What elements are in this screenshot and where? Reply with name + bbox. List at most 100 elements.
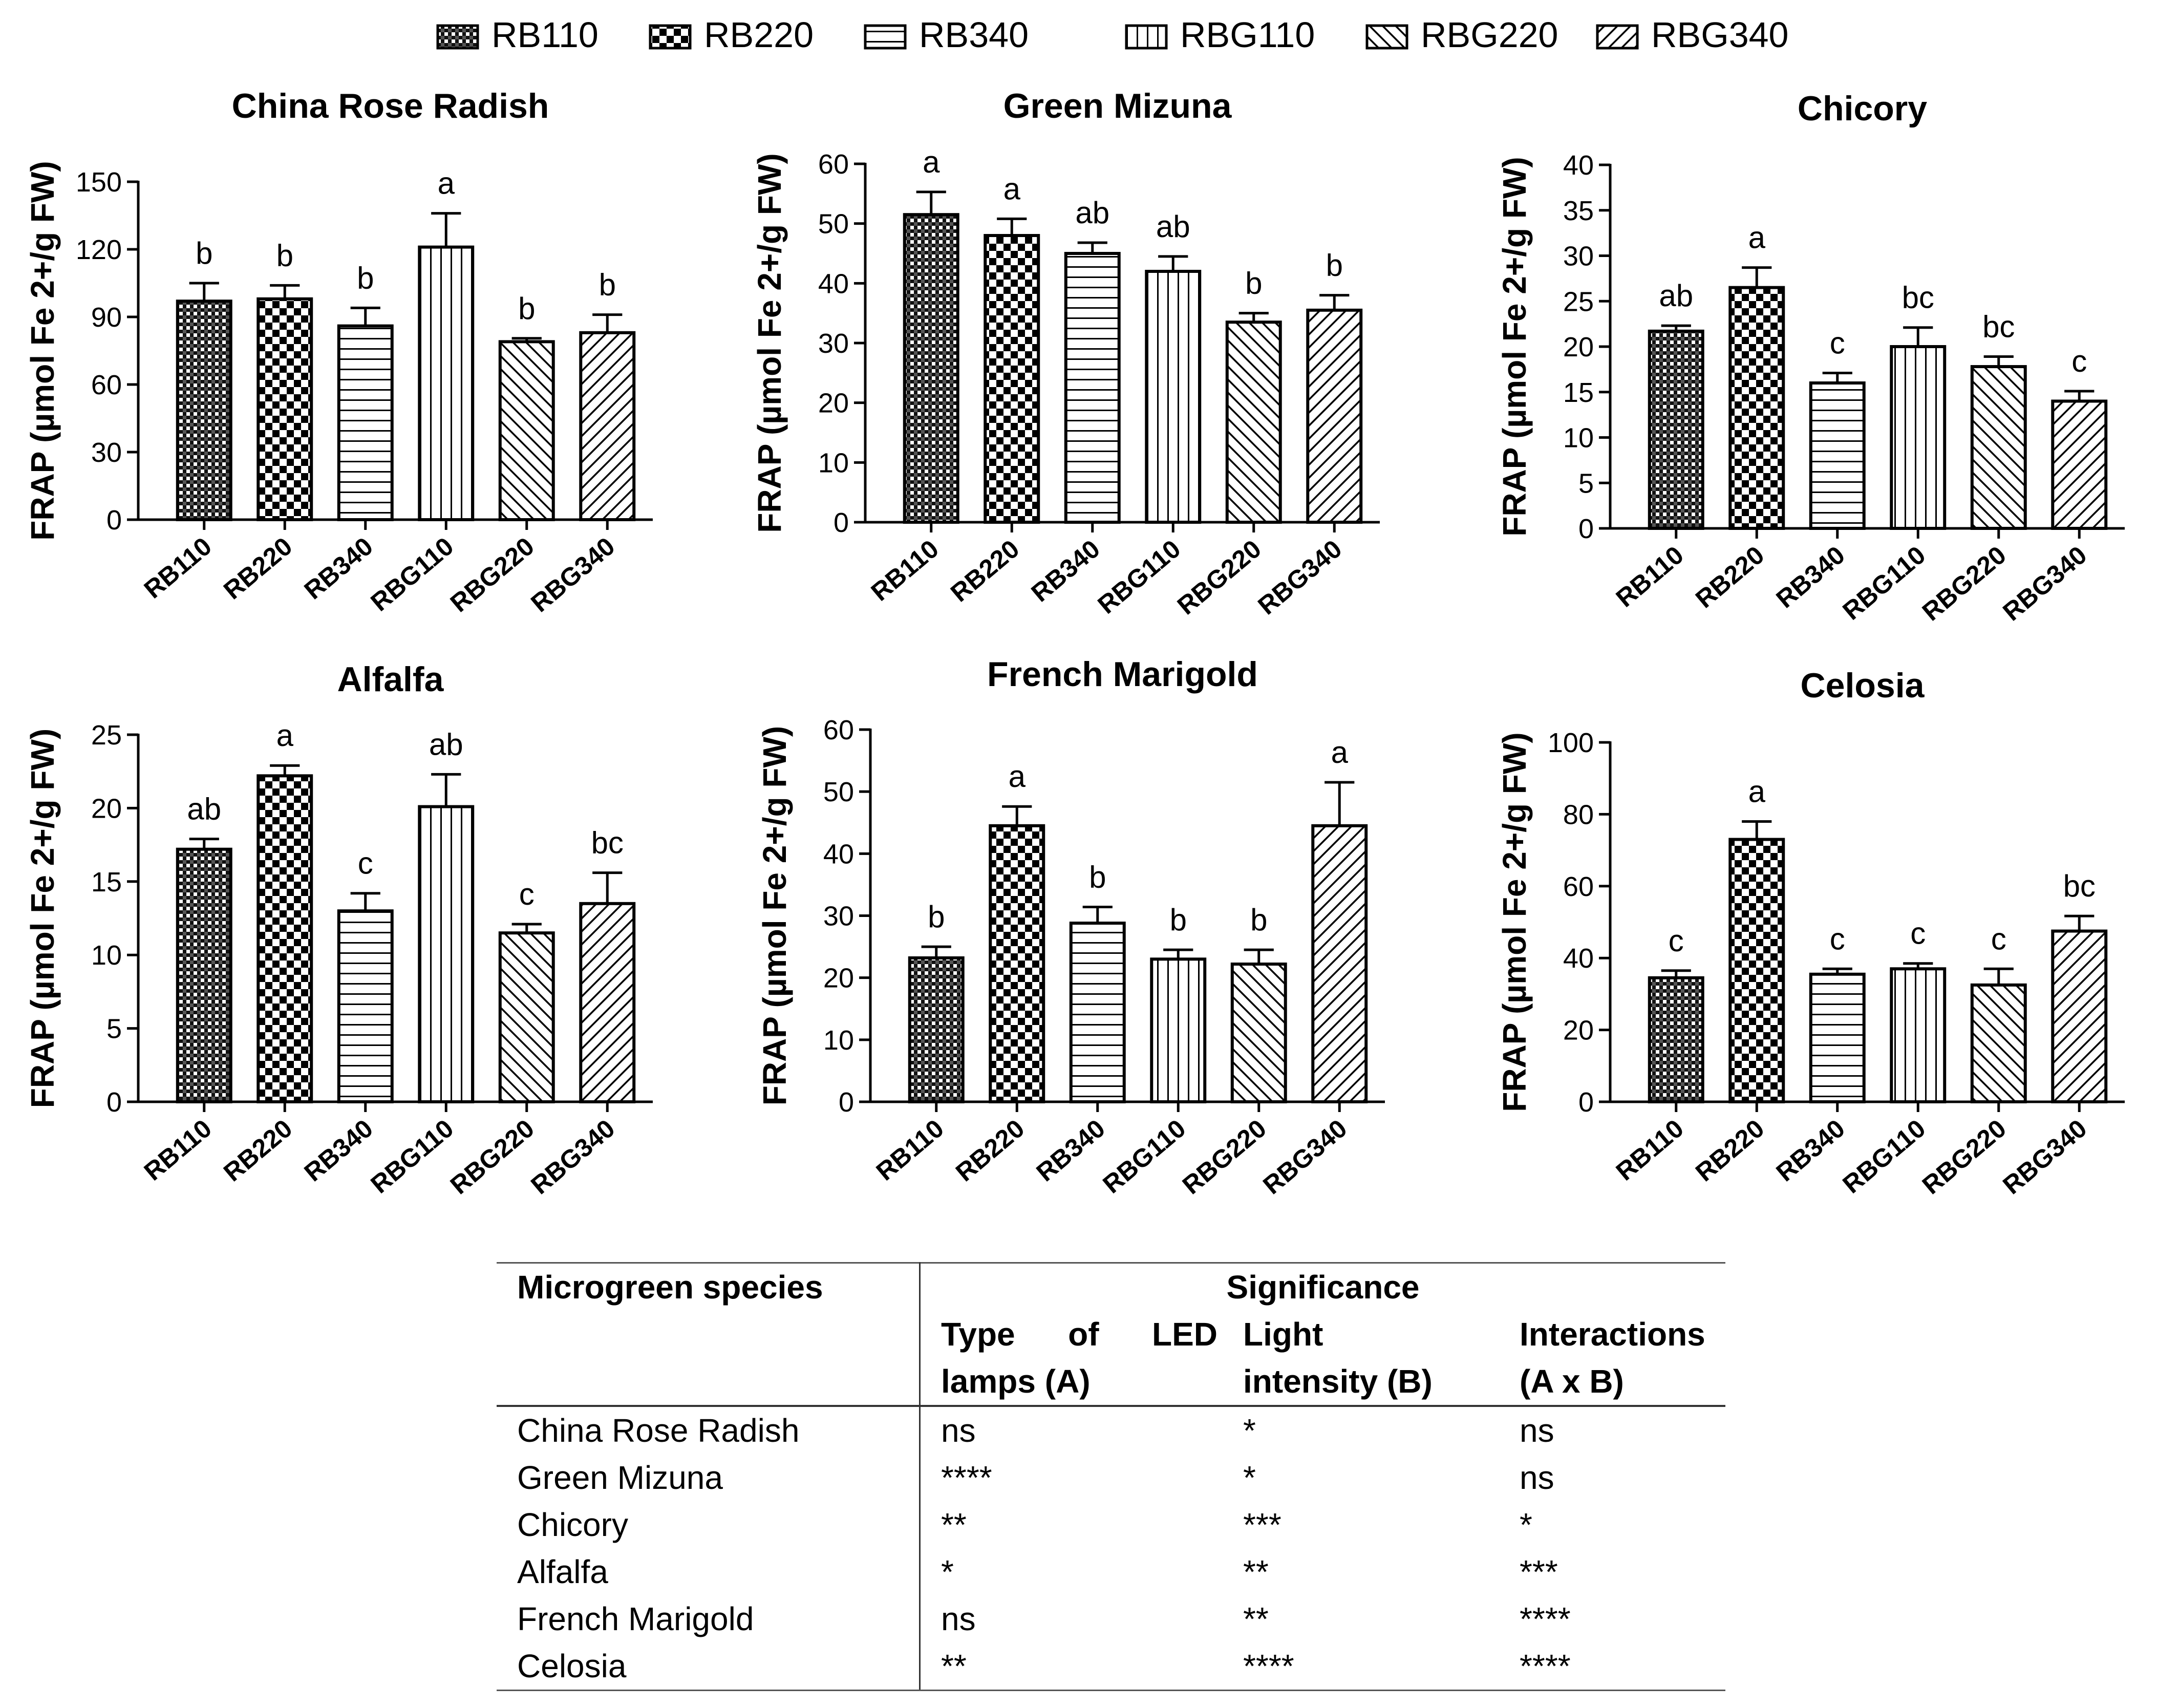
y-tick-label: 30 [818, 328, 849, 359]
row-led-type: ns [941, 1600, 976, 1637]
significance-letter: c [1669, 924, 1684, 958]
y-tick-label: 20 [823, 963, 854, 994]
significance-letter: b [357, 261, 374, 295]
bar [1728, 286, 1785, 530]
significance-letter: ab [1075, 196, 1109, 230]
significance-letter: b [518, 291, 535, 326]
significance-letter: a [1331, 735, 1349, 770]
significance-letter: c [1830, 326, 1845, 360]
bar [337, 324, 394, 521]
x-tick-label: RBG220 [1177, 1114, 1272, 1200]
table-header-row-1: Microgreen species Significance [497, 1262, 1725, 1311]
bar [257, 774, 313, 1103]
chart-panel: Celosia FRAP (µmol Fe 2+/g FW) 0 20 40 60 80 10… [1496, 666, 2125, 1200]
significance-letter: c [1830, 922, 1845, 956]
y-tick-label: 150 [76, 167, 122, 198]
y-tick-label: 20 [1563, 332, 1594, 362]
row-light-intensity: * [1243, 1459, 1256, 1496]
x-tick-label: RBG340 [1997, 1114, 2092, 1200]
y-tick-label: 60 [91, 370, 122, 400]
y-tick-label: 30 [91, 437, 122, 468]
bar [1069, 922, 1126, 1104]
row-interactions: **** [1520, 1642, 1725, 1691]
header-light-intensity-line2: intensity (B) [1223, 1358, 1520, 1407]
bar [176, 847, 232, 1103]
y-tick-label: 60 [823, 715, 854, 745]
significance-letter: ab [1659, 279, 1693, 313]
legend-item: RB340 [864, 15, 1029, 55]
significance-letter: b [1326, 248, 1343, 283]
chart-panel: China Rose Radish FRAP (µmol Fe 2+/g FW) 0… [24, 87, 653, 617]
significance-letter: ab [187, 792, 221, 826]
significance-letter: b [1089, 860, 1106, 894]
x-tick-label: RB220 [950, 1114, 1030, 1187]
chart-title: French Marigold [987, 655, 1258, 694]
header-interactions-line1: Interactions [1520, 1316, 1705, 1353]
x-tick-label: RB220 [218, 1114, 297, 1187]
row-interactions: *** [1520, 1553, 1558, 1590]
y-tick-label: 35 [1563, 196, 1594, 226]
legend-label: RBG110 [1180, 15, 1315, 55]
x-tick-label: RBG340 [525, 532, 620, 618]
table-row: Chicory ** *** * [497, 1501, 1725, 1548]
y-tick-label: 0 [106, 1087, 122, 1118]
bar [1970, 365, 2027, 530]
legend-label: RBG220 [1421, 15, 1558, 55]
y-tick-label: 30 [823, 901, 854, 932]
chart-panel: Alfalfa FRAP (µmol Fe 2+/g FW) 0 5 10 15 20 25 a… [24, 660, 653, 1200]
significance-letter: a [923, 145, 940, 179]
row-species: Alfalfa [497, 1548, 921, 1595]
bar [1306, 308, 1363, 524]
row-led-type: ** [920, 1642, 1223, 1691]
table-row: China Rose Radish ns * ns [497, 1406, 1725, 1454]
y-axis-label: FRAP (µmol Fe 2+/g FW) [24, 729, 61, 1108]
y-tick-label: 5 [106, 1014, 122, 1044]
significance-letter: b [1250, 903, 1267, 937]
header-empty [497, 1358, 921, 1407]
bar [903, 213, 959, 524]
y-tick-label: 40 [1563, 943, 1594, 974]
chart-panels: China Rose Radish FRAP (µmol Fe 2+/g FW) 0… [24, 87, 2125, 1200]
bar [1150, 957, 1207, 1103]
bar [418, 245, 475, 522]
bar [337, 909, 394, 1104]
legend-swatch [1125, 24, 1168, 50]
x-tick-label: RB220 [1690, 541, 1769, 614]
x-tick-label: RBG110 [1097, 1114, 1191, 1199]
y-tick-label: 50 [818, 209, 849, 240]
chart-panel: Green Mizuna FRAP (µmol Fe 2+/g FW) 0 10 20 3… [751, 87, 1380, 620]
row-light-intensity: **** [1223, 1642, 1520, 1691]
x-tick-label: RBG110 [1837, 1114, 1931, 1199]
bar [2051, 929, 2108, 1104]
y-tick-label: 100 [1548, 728, 1594, 758]
legend-label: RB220 [704, 15, 814, 55]
x-tick-label: RB220 [218, 532, 297, 605]
y-tick-label: 120 [76, 234, 122, 265]
x-tick-label: RBG220 [445, 532, 540, 618]
row-led-type: **** [941, 1459, 992, 1496]
x-tick-label: RB110 [1611, 541, 1689, 613]
y-tick-label: 80 [1563, 799, 1594, 830]
significance-letter: c [358, 846, 373, 881]
row-species: Green Mizuna [497, 1454, 921, 1501]
bar [257, 297, 313, 521]
row-led-type: ns [941, 1412, 976, 1449]
bar [1809, 381, 1866, 530]
y-tick-label: 10 [818, 447, 849, 478]
y-tick-label: 15 [91, 867, 122, 898]
significance-letter: a [438, 166, 455, 201]
bar [1809, 972, 1866, 1104]
header-significance: Significance [920, 1262, 1725, 1311]
row-light-intensity: *** [1243, 1506, 1281, 1543]
significance-letter: c [2071, 344, 2087, 378]
table-row: French Marigold ns ** **** [497, 1595, 1725, 1642]
legend-swatch [649, 24, 692, 50]
bar [1311, 824, 1368, 1103]
y-tick-label: 60 [1563, 871, 1594, 902]
y-tick-label: 0 [839, 1087, 854, 1118]
significance-letter: a [1748, 221, 1766, 255]
y-tick-label: 10 [91, 940, 122, 971]
row-species: French Marigold [497, 1595, 921, 1642]
y-axis-label: FRAP (µmol Fe 2+/g FW) [1496, 157, 1533, 537]
significance-letter: b [599, 268, 616, 302]
